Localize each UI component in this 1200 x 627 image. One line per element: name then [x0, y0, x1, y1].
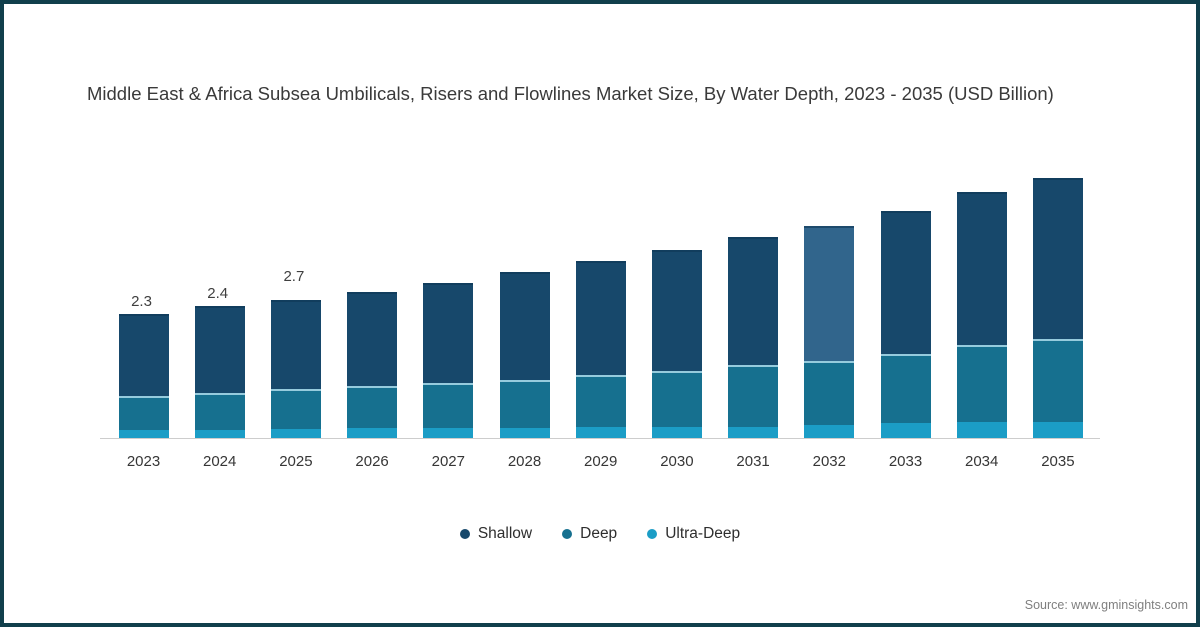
bar-segment-shallow-2027: [423, 283, 474, 383]
legend-label: Deep: [580, 525, 618, 542]
x-tick-label-2033: 2033: [888, 453, 923, 470]
legend: Shallow Deep Ultra-Deep: [0, 523, 1200, 545]
x-tick-label-2030: 2030: [660, 453, 694, 470]
bar-segment-ultra-deep-2025: [270, 429, 321, 438]
bar-segment-shallow-2031: [728, 237, 779, 366]
bar-segment-deep-2024: [194, 393, 245, 431]
bar-segment-deep-2026: [347, 385, 398, 429]
x-tick-label-2026: 2026: [355, 453, 389, 470]
bar-segment-deep-2030: [651, 371, 702, 428]
x-tick-label-2034: 2034: [965, 453, 999, 470]
data-label-2023: 2.3: [131, 292, 152, 310]
bar-segment-deep-2029: [575, 374, 626, 428]
data-label-2025: 2.7: [283, 267, 305, 285]
bar-segment-deep-2035: [1032, 338, 1083, 423]
x-tick-label-2024: 2024: [203, 453, 237, 470]
legend-label: Ultra-Deep: [665, 525, 741, 542]
bar-segment-deep-2027: [423, 382, 474, 429]
x-tick-label-2035: 2035: [1041, 453, 1075, 470]
bar-segment-shallow-2026: [347, 291, 398, 386]
legend-dot-icon: [562, 529, 573, 539]
bar-segment-shallow-2029: [575, 260, 626, 375]
x-tick-label-2029: 2029: [584, 453, 618, 470]
x-axis-line: [100, 438, 1100, 439]
bar-segment-ultra-deep-2026: [347, 428, 398, 438]
bar-segment-shallow-2023: [118, 313, 169, 396]
bar-segment-ultra-deep-2034: [956, 421, 1007, 438]
bar-segment-ultra-deep-2029: [575, 427, 626, 438]
x-tick-label-2031: 2031: [736, 453, 770, 470]
x-tick-label-2032: 2032: [812, 453, 846, 470]
x-tick-label-2025: 2025: [279, 453, 313, 470]
legend-label: Shallow: [477, 525, 533, 542]
legend-item-ultra-deep: Ultra-Deep: [647, 524, 740, 544]
bar-segment-ultra-deep-2035: [1032, 422, 1083, 438]
bar-segment-shallow-2032: [804, 225, 855, 361]
bar-segment-ultra-deep-2030: [651, 427, 702, 438]
chart-title: Middle East & Africa Subsea Umbilicals, …: [87, 83, 1054, 104]
bar-segment-shallow-2028: [499, 272, 550, 381]
bar-segment-ultra-deep-2033: [880, 422, 931, 438]
bar-segment-ultra-deep-2028: [499, 427, 550, 438]
bar-segment-deep-2031: [728, 365, 779, 427]
bar-segment-deep-2034: [956, 345, 1007, 422]
bar-segment-ultra-deep-2032: [804, 425, 855, 438]
data-label-2024: 2.4: [207, 285, 229, 303]
bar-segment-shallow-2033: [880, 210, 931, 354]
legend-item-deep: Deep: [562, 524, 617, 544]
bar-segment-deep-2023: [118, 395, 169, 431]
bar-segment-shallow-2025: [270, 299, 321, 389]
x-tick-label-2023: 2023: [126, 453, 161, 470]
source-attribution: Source: www.gminsights.com: [1024, 598, 1188, 612]
bar-segment-deep-2025: [270, 388, 321, 430]
x-tick-label-2028: 2028: [507, 453, 542, 470]
bar-segment-deep-2028: [499, 380, 550, 428]
bar-segment-ultra-deep-2031: [728, 426, 779, 438]
bar-segment-ultra-deep-2024: [194, 430, 245, 438]
bar-segment-deep-2032: [804, 360, 855, 426]
bar-segment-shallow-2035: [1032, 177, 1083, 339]
bar-segment-shallow-2030: [651, 250, 702, 372]
bar-segment-deep-2033: [880, 353, 931, 423]
bar-segment-shallow-2024: [194, 306, 245, 394]
legend-dot-icon: [647, 529, 658, 539]
legend-dot-icon: [459, 529, 470, 539]
x-tick-label-2027: 2027: [431, 453, 465, 470]
bar-segment-shallow-2034: [956, 192, 1007, 346]
bar-segment-ultra-deep-2023: [118, 430, 169, 438]
bar-segment-ultra-deep-2027: [423, 428, 474, 438]
legend-item-shallow: Shallow: [459, 524, 533, 544]
